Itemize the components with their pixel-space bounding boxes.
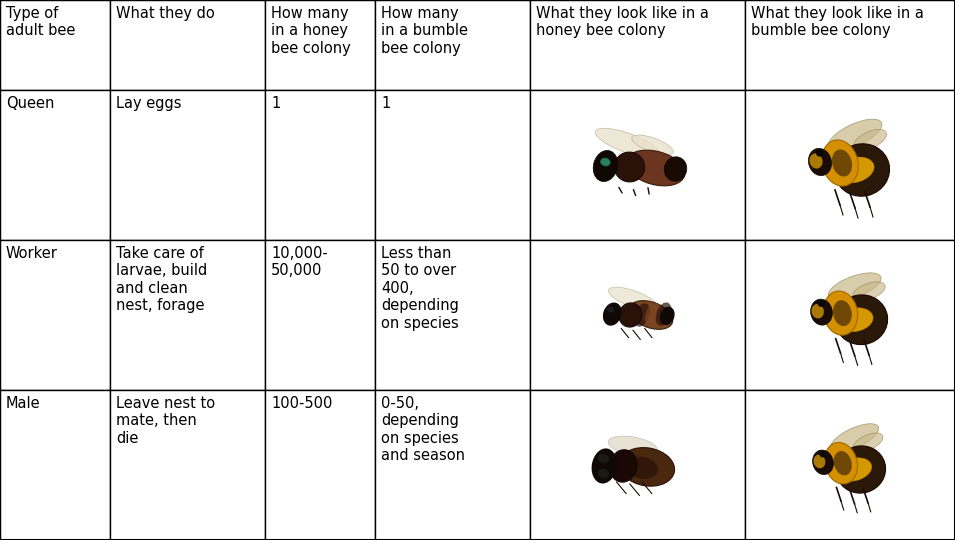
Bar xyxy=(110,390,265,540)
Text: Queen: Queen xyxy=(6,96,54,111)
FancyArrowPatch shape xyxy=(648,188,649,194)
Ellipse shape xyxy=(595,129,660,158)
Bar xyxy=(530,0,745,90)
Ellipse shape xyxy=(828,119,881,151)
Bar xyxy=(0,0,110,90)
Bar xyxy=(265,390,375,540)
Bar xyxy=(265,0,375,90)
Ellipse shape xyxy=(814,455,825,468)
Bar xyxy=(265,240,375,390)
Ellipse shape xyxy=(609,450,637,482)
Ellipse shape xyxy=(836,295,887,345)
Bar xyxy=(0,390,110,540)
Text: What they do: What they do xyxy=(116,6,215,21)
Ellipse shape xyxy=(816,150,824,157)
Text: Male: Male xyxy=(6,396,41,411)
Bar xyxy=(745,390,955,540)
Text: Type of
adult bee: Type of adult bee xyxy=(6,6,75,38)
Bar xyxy=(530,90,745,240)
Bar xyxy=(375,0,530,90)
Text: 1: 1 xyxy=(381,96,391,111)
Text: 1: 1 xyxy=(271,96,280,111)
Text: Take care of
larvae, build
and clean
nest, forage: Take care of larvae, build and clean nes… xyxy=(116,246,207,313)
Ellipse shape xyxy=(809,148,832,176)
Ellipse shape xyxy=(833,300,852,326)
Bar xyxy=(375,390,530,540)
Ellipse shape xyxy=(591,448,617,483)
Ellipse shape xyxy=(836,157,874,183)
Ellipse shape xyxy=(824,442,858,484)
FancyArrowPatch shape xyxy=(619,187,622,193)
Ellipse shape xyxy=(828,273,881,300)
Ellipse shape xyxy=(626,457,658,479)
Bar xyxy=(745,240,955,390)
Bar xyxy=(745,0,955,90)
Bar xyxy=(375,90,530,240)
Ellipse shape xyxy=(597,454,609,463)
Ellipse shape xyxy=(634,303,650,327)
Ellipse shape xyxy=(608,436,657,456)
Ellipse shape xyxy=(645,303,661,326)
Ellipse shape xyxy=(836,446,885,493)
Ellipse shape xyxy=(656,302,671,326)
Ellipse shape xyxy=(629,301,672,329)
Ellipse shape xyxy=(854,130,886,151)
Ellipse shape xyxy=(837,308,873,332)
Ellipse shape xyxy=(821,140,859,186)
Ellipse shape xyxy=(660,307,674,325)
Text: Lay eggs: Lay eggs xyxy=(116,96,181,111)
Ellipse shape xyxy=(838,458,872,481)
Ellipse shape xyxy=(619,303,642,327)
Ellipse shape xyxy=(817,300,825,307)
Ellipse shape xyxy=(626,150,685,186)
Text: 10,000-
50,000: 10,000- 50,000 xyxy=(271,246,328,279)
Ellipse shape xyxy=(834,451,852,475)
Bar xyxy=(110,90,265,240)
Bar xyxy=(745,90,955,240)
Ellipse shape xyxy=(593,151,618,181)
Bar xyxy=(530,240,745,390)
Ellipse shape xyxy=(631,135,673,155)
Bar xyxy=(0,240,110,390)
Ellipse shape xyxy=(830,424,879,453)
Bar xyxy=(375,240,530,390)
Text: What they look like in a
bumble bee colony: What they look like in a bumble bee colo… xyxy=(751,6,923,38)
Ellipse shape xyxy=(606,306,614,313)
Bar xyxy=(265,90,375,240)
Ellipse shape xyxy=(665,157,687,181)
Text: 0-50,
depending
on species
and season: 0-50, depending on species and season xyxy=(381,396,465,463)
Ellipse shape xyxy=(823,291,858,335)
Ellipse shape xyxy=(810,153,822,168)
FancyArrowPatch shape xyxy=(633,190,636,195)
Ellipse shape xyxy=(819,451,827,457)
Ellipse shape xyxy=(603,302,622,326)
Ellipse shape xyxy=(597,469,609,478)
Ellipse shape xyxy=(853,433,883,452)
Text: How many
in a honey
bee colony: How many in a honey bee colony xyxy=(271,6,350,56)
Ellipse shape xyxy=(835,144,889,196)
Text: Leave nest to
mate, then
die: Leave nest to mate, then die xyxy=(116,396,215,446)
Ellipse shape xyxy=(601,158,610,166)
Text: Less than
50 to over
400,
depending
on species: Less than 50 to over 400, depending on s… xyxy=(381,246,458,330)
Ellipse shape xyxy=(614,152,645,182)
Bar xyxy=(110,240,265,390)
Ellipse shape xyxy=(832,150,852,177)
Ellipse shape xyxy=(812,304,824,319)
Text: Worker: Worker xyxy=(6,246,58,261)
Ellipse shape xyxy=(853,282,885,301)
Text: 100-500: 100-500 xyxy=(271,396,332,411)
Ellipse shape xyxy=(811,299,833,325)
Text: How many
in a bumble
bee colony: How many in a bumble bee colony xyxy=(381,6,468,56)
Bar xyxy=(110,0,265,90)
Text: What they look like in a
honey bee colony: What they look like in a honey bee colon… xyxy=(536,6,709,38)
Ellipse shape xyxy=(813,450,834,475)
Ellipse shape xyxy=(620,448,674,486)
Bar xyxy=(530,390,745,540)
Ellipse shape xyxy=(608,287,657,310)
Bar xyxy=(0,90,110,240)
